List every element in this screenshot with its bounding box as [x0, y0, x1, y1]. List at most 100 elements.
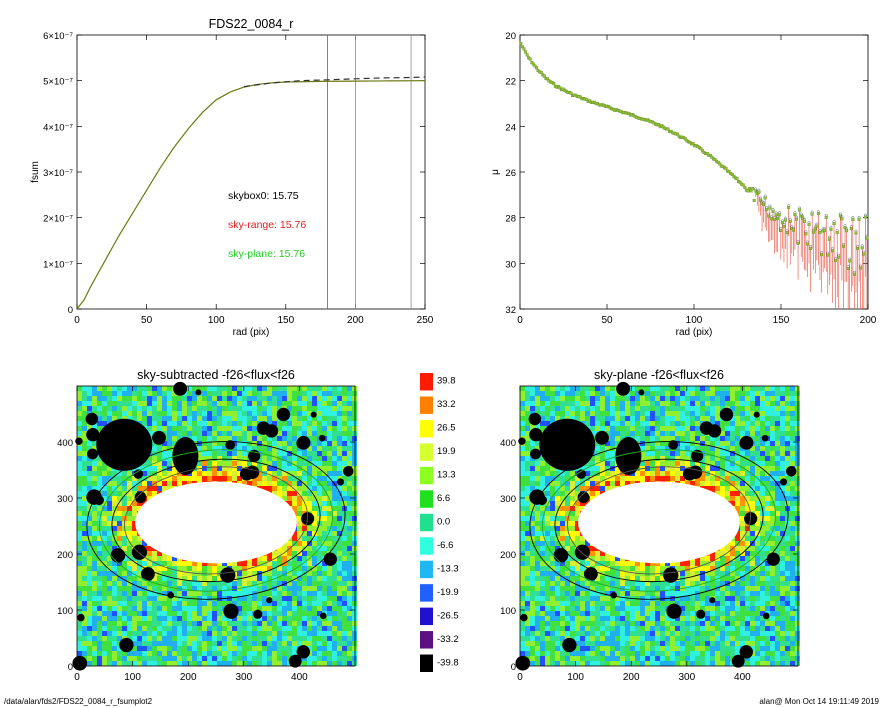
img-right-pixel [580, 386, 585, 391]
img-left-pixel [87, 466, 92, 471]
img-left-pixel [82, 421, 87, 426]
img-left-pixel [217, 576, 222, 581]
img-left-pixel [147, 641, 152, 646]
img-left-pixel [287, 396, 292, 401]
img-right-pixel [715, 421, 720, 426]
img-left-pixel [82, 601, 87, 606]
img-left-pixel [322, 476, 327, 481]
img-left-pixel [77, 561, 82, 566]
img-right-pixel [590, 496, 595, 501]
img-left-pixel [317, 516, 322, 521]
img-left-pixel [212, 631, 217, 636]
img-left-pixel [242, 576, 247, 581]
img-left-pixel [222, 651, 227, 656]
img-right-pixel [585, 461, 590, 466]
img-right-pixel [770, 491, 775, 496]
img-left-pixel [147, 426, 152, 431]
img-right-pixel [580, 406, 585, 411]
img-left-pixel [162, 636, 167, 641]
img-right-pixel [570, 501, 575, 506]
img-left-pixel [207, 431, 212, 436]
img-left-pixel [107, 611, 112, 616]
img-right-pixel [655, 476, 660, 481]
img-left-pixel [317, 611, 322, 616]
img-left-pixel [332, 486, 337, 491]
img-right-pixel [735, 426, 740, 431]
img-right-pixel [720, 486, 725, 491]
img-left-pixel [217, 421, 222, 426]
img-left-pixel [122, 601, 127, 606]
img-right-pixel [675, 406, 680, 411]
img-left-pixel [337, 491, 342, 496]
img-left-pixel [122, 486, 127, 491]
img-left-pixel [132, 416, 137, 421]
img-right-pixel [595, 406, 600, 411]
img-left-pixel [77, 461, 82, 466]
img-left-pixel [177, 401, 182, 406]
img-left-pixel [272, 661, 277, 666]
img-right-pixel [745, 456, 750, 461]
img-left-pixel [352, 421, 357, 426]
img-left-pixel [167, 561, 172, 566]
img-left-pixel [257, 481, 262, 486]
img-left-pixel [347, 581, 352, 586]
img-right-pixel [665, 461, 670, 466]
img-left-pixel [112, 651, 117, 656]
img-left-pixel [212, 661, 217, 666]
img-left-pixel [312, 431, 317, 436]
mu-point [812, 230, 816, 234]
img-left-pixel [187, 656, 192, 661]
img-left-pixel [97, 386, 102, 391]
img-left-mask [319, 612, 327, 620]
img-left-pixel [112, 541, 117, 546]
img-left-pixel [322, 581, 327, 586]
img-left-pixel [92, 586, 97, 591]
img-right-pixel [610, 436, 615, 441]
img-left-pixel [337, 601, 342, 606]
img-right-pixel [730, 441, 735, 446]
img-right-pixel [795, 391, 800, 396]
img-right-pixel [715, 446, 720, 451]
img-left-pixel [237, 426, 242, 431]
img-left-pixel [132, 406, 137, 411]
img-right-pixel [790, 446, 795, 451]
img-right-pixel [770, 411, 775, 416]
img-right-pixel [700, 466, 705, 471]
img-left-pixel [167, 611, 172, 616]
img-left-pixel [322, 416, 327, 421]
img-right-pixel [675, 436, 680, 441]
mu-point [793, 213, 797, 217]
img-left-pixel [122, 621, 127, 626]
img-right-pixel [715, 471, 720, 476]
mu-point [780, 221, 784, 225]
img-left-pixel [87, 646, 92, 651]
img-right-pixel [705, 471, 710, 476]
img-left-pixel [307, 436, 312, 441]
img-right-pixel [785, 496, 790, 501]
img-left-pixel [77, 621, 82, 626]
img-right-pixel [630, 421, 635, 426]
img-left-pixel [232, 466, 237, 471]
img-left-pixel [207, 581, 212, 586]
img-left-pixel [332, 651, 337, 656]
img-left-pixel [167, 596, 172, 601]
img-left-pixel [337, 391, 342, 396]
img-left-galaxy-core [135, 481, 297, 564]
img-left-pixel [242, 596, 247, 601]
img-left-pixel [337, 561, 342, 566]
img-right-pixel [625, 421, 630, 426]
img-left-pixel [317, 456, 322, 461]
img-left-pixel [147, 581, 152, 586]
mu-point [522, 47, 526, 51]
img-left-pixel [172, 431, 177, 436]
img-left-pixel [337, 566, 342, 571]
img-left-pixel [337, 586, 342, 591]
img-right-pixel [520, 456, 525, 461]
img-right-pixel [755, 466, 760, 471]
img-right-pixel [705, 476, 710, 481]
img-left-pixel [312, 416, 317, 421]
img-left-pixel [212, 466, 217, 471]
img-right-pixel [615, 401, 620, 406]
img-left-pixel [232, 401, 237, 406]
img-left-pixel [147, 616, 152, 621]
